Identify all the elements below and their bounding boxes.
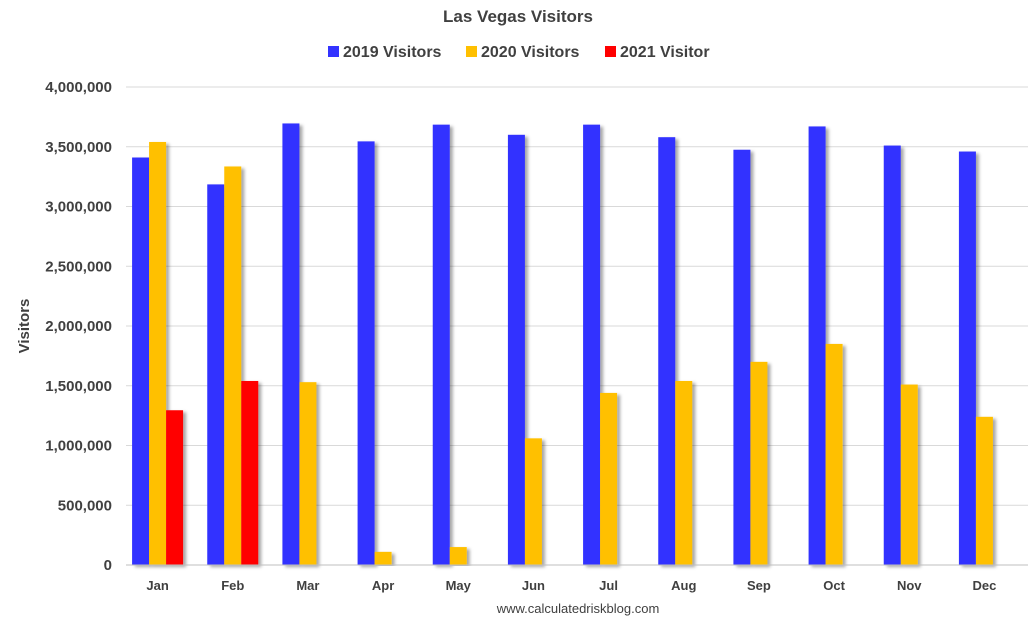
bar-2019-visitors-mar	[282, 123, 300, 565]
bar-2019-visitors-oct	[808, 126, 826, 565]
legend-label: 2019 Visitors	[343, 44, 442, 61]
x-tick-label: Jan	[146, 578, 168, 593]
bar-2020-visitors-jul	[600, 392, 618, 565]
y-axis-ticks: 0 500,000 1,000,000 1,500,000 2,000,000 2,500…	[45, 79, 112, 574]
bar-2021-visitor-feb	[241, 380, 259, 565]
bar-2020-visitors-nov	[900, 384, 918, 565]
x-tick-label: Aug	[671, 578, 696, 593]
source-note: www.calculatedriskblog.com	[496, 601, 660, 616]
bar-2021-visitor-jan	[166, 410, 184, 565]
bar-2019-visitors-dec	[958, 151, 976, 565]
bar-2019-visitors-jul	[583, 124, 601, 565]
x-tick-label: Jul	[599, 578, 618, 593]
y-axis-label: Visitors	[16, 299, 33, 354]
bar-2019-visitors-aug	[658, 137, 676, 565]
legend-swatch	[605, 46, 616, 57]
x-tick-label: Sep	[747, 578, 771, 593]
bar-2019-visitors-nov	[883, 145, 901, 565]
y-tick-label: 1,000,000	[45, 438, 112, 455]
bar-2019-visitors-sep	[733, 149, 751, 566]
bar-2020-visitors-jun	[524, 438, 542, 565]
x-tick-label: May	[446, 578, 472, 593]
legend-swatch	[328, 46, 339, 57]
y-tick-label: 1,500,000	[45, 378, 112, 395]
legend-swatch	[466, 46, 477, 57]
bar-2019-visitors-jan	[132, 157, 150, 565]
chart-title: Las Vegas Visitors	[443, 7, 593, 26]
y-tick-label: 2,500,000	[45, 258, 112, 275]
x-tick-label: Nov	[897, 578, 922, 593]
x-tick-label: Dec	[972, 578, 996, 593]
y-tick-label: 2,000,000	[45, 318, 112, 335]
x-tick-label: Feb	[221, 578, 244, 593]
bar-2020-visitors-jan	[149, 141, 167, 565]
x-tick-label: Mar	[296, 578, 319, 593]
legend-label: 2020 Visitors	[481, 44, 580, 61]
bar-2019-visitors-feb	[207, 184, 225, 565]
x-tick-label: Apr	[372, 578, 394, 593]
x-tick-label: Oct	[823, 578, 845, 593]
bar-2019-visitors-jun	[507, 134, 525, 566]
bar-2020-visitors-may	[449, 547, 467, 565]
legend: 2019 Visitors 2020 Visitors 2021 Visitor	[328, 44, 710, 61]
bar-2020-visitors-dec	[975, 416, 993, 565]
bar-2020-visitors-aug	[675, 380, 693, 565]
bar-2019-visitors-may	[432, 124, 450, 565]
y-tick-label: 3,000,000	[45, 199, 112, 216]
x-axis-ticks: Jan Feb Mar Apr May Jun Jul Aug Sep Oct Nov Dec	[146, 578, 996, 593]
bar-2020-visitors-oct	[825, 343, 843, 565]
bar-2020-visitors-mar	[299, 382, 317, 565]
bar-2020-visitors-feb	[224, 166, 242, 565]
y-tick-label: 3,500,000	[45, 139, 112, 156]
bar-2019-visitors-apr	[357, 141, 375, 565]
y-tick-label: 0	[104, 557, 112, 574]
y-tick-label: 4,000,000	[45, 79, 112, 96]
x-tick-label: Jun	[522, 578, 545, 593]
gridlines	[126, 86, 1028, 506]
y-tick-label: 500,000	[58, 497, 112, 514]
bar-2020-visitors-sep	[750, 361, 768, 565]
bar-2020-visitors-apr	[374, 551, 392, 565]
bars	[132, 123, 993, 566]
legend-label: 2021 Visitor	[620, 44, 710, 61]
